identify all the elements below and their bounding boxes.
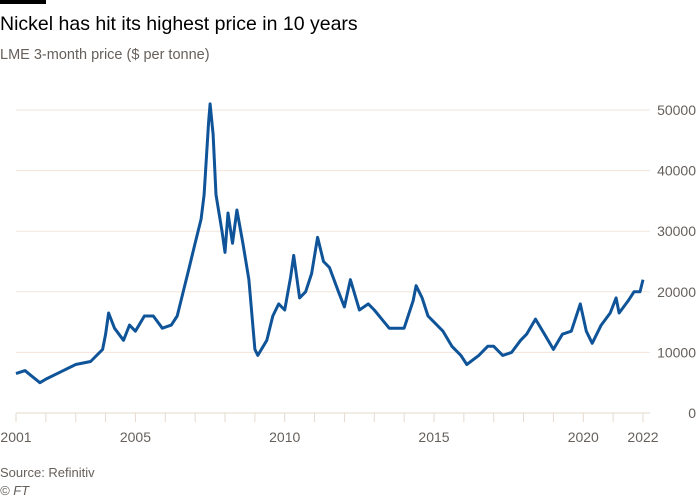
x-tick-label: 2015 xyxy=(418,429,449,445)
x-tick-label: 2022 xyxy=(627,429,658,445)
y-tick-label: 0 xyxy=(688,405,696,421)
ft-brand-bar xyxy=(0,0,46,4)
chart-title: Nickel has hit its highest price in 10 y… xyxy=(0,13,358,35)
copyright: © FT xyxy=(0,483,30,498)
y-tick-label: 50000 xyxy=(657,102,696,118)
x-tick-label: 2010 xyxy=(269,429,300,445)
y-tick-label: 10000 xyxy=(657,344,696,360)
series-line xyxy=(15,102,645,385)
x-tick-label: 2020 xyxy=(568,429,599,445)
chart-subtitle: LME 3-month price ($ per tonne) xyxy=(0,47,210,63)
y-tick-label: 40000 xyxy=(657,163,696,179)
x-tick-label: 2001 xyxy=(0,429,31,445)
x-tick-label: 2005 xyxy=(120,429,151,445)
source-note: Source: Refinitiv xyxy=(0,465,95,480)
y-tick-label: 30000 xyxy=(657,223,696,239)
y-tick-label: 20000 xyxy=(657,284,696,300)
